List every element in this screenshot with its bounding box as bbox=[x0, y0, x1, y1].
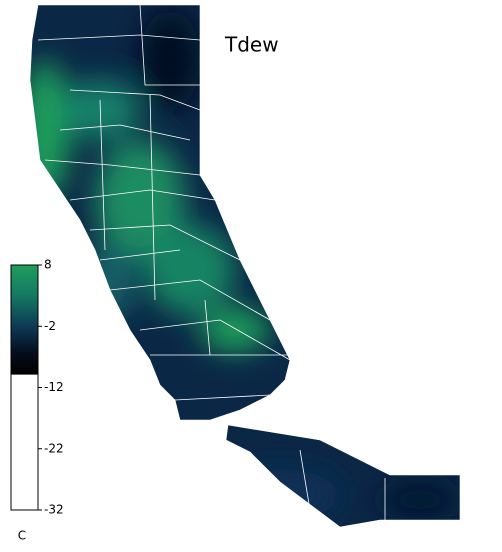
colorbar-tick-label: -22 bbox=[44, 441, 64, 455]
colorbar-tick-label: -32 bbox=[44, 503, 64, 517]
colorbar-ramp bbox=[10, 264, 39, 511]
colorbar-tick-label: 8 bbox=[44, 258, 52, 272]
colorbar-tick-label: -12 bbox=[44, 380, 64, 394]
colorbar-tick-label: -2 bbox=[44, 319, 56, 333]
colorbar: 8 -2 -12 -22 -32 bbox=[10, 258, 64, 517]
colorbar-unit: C bbox=[18, 529, 26, 543]
map-title: Tdew bbox=[224, 33, 279, 57]
county-lines bbox=[37, 4, 386, 520]
